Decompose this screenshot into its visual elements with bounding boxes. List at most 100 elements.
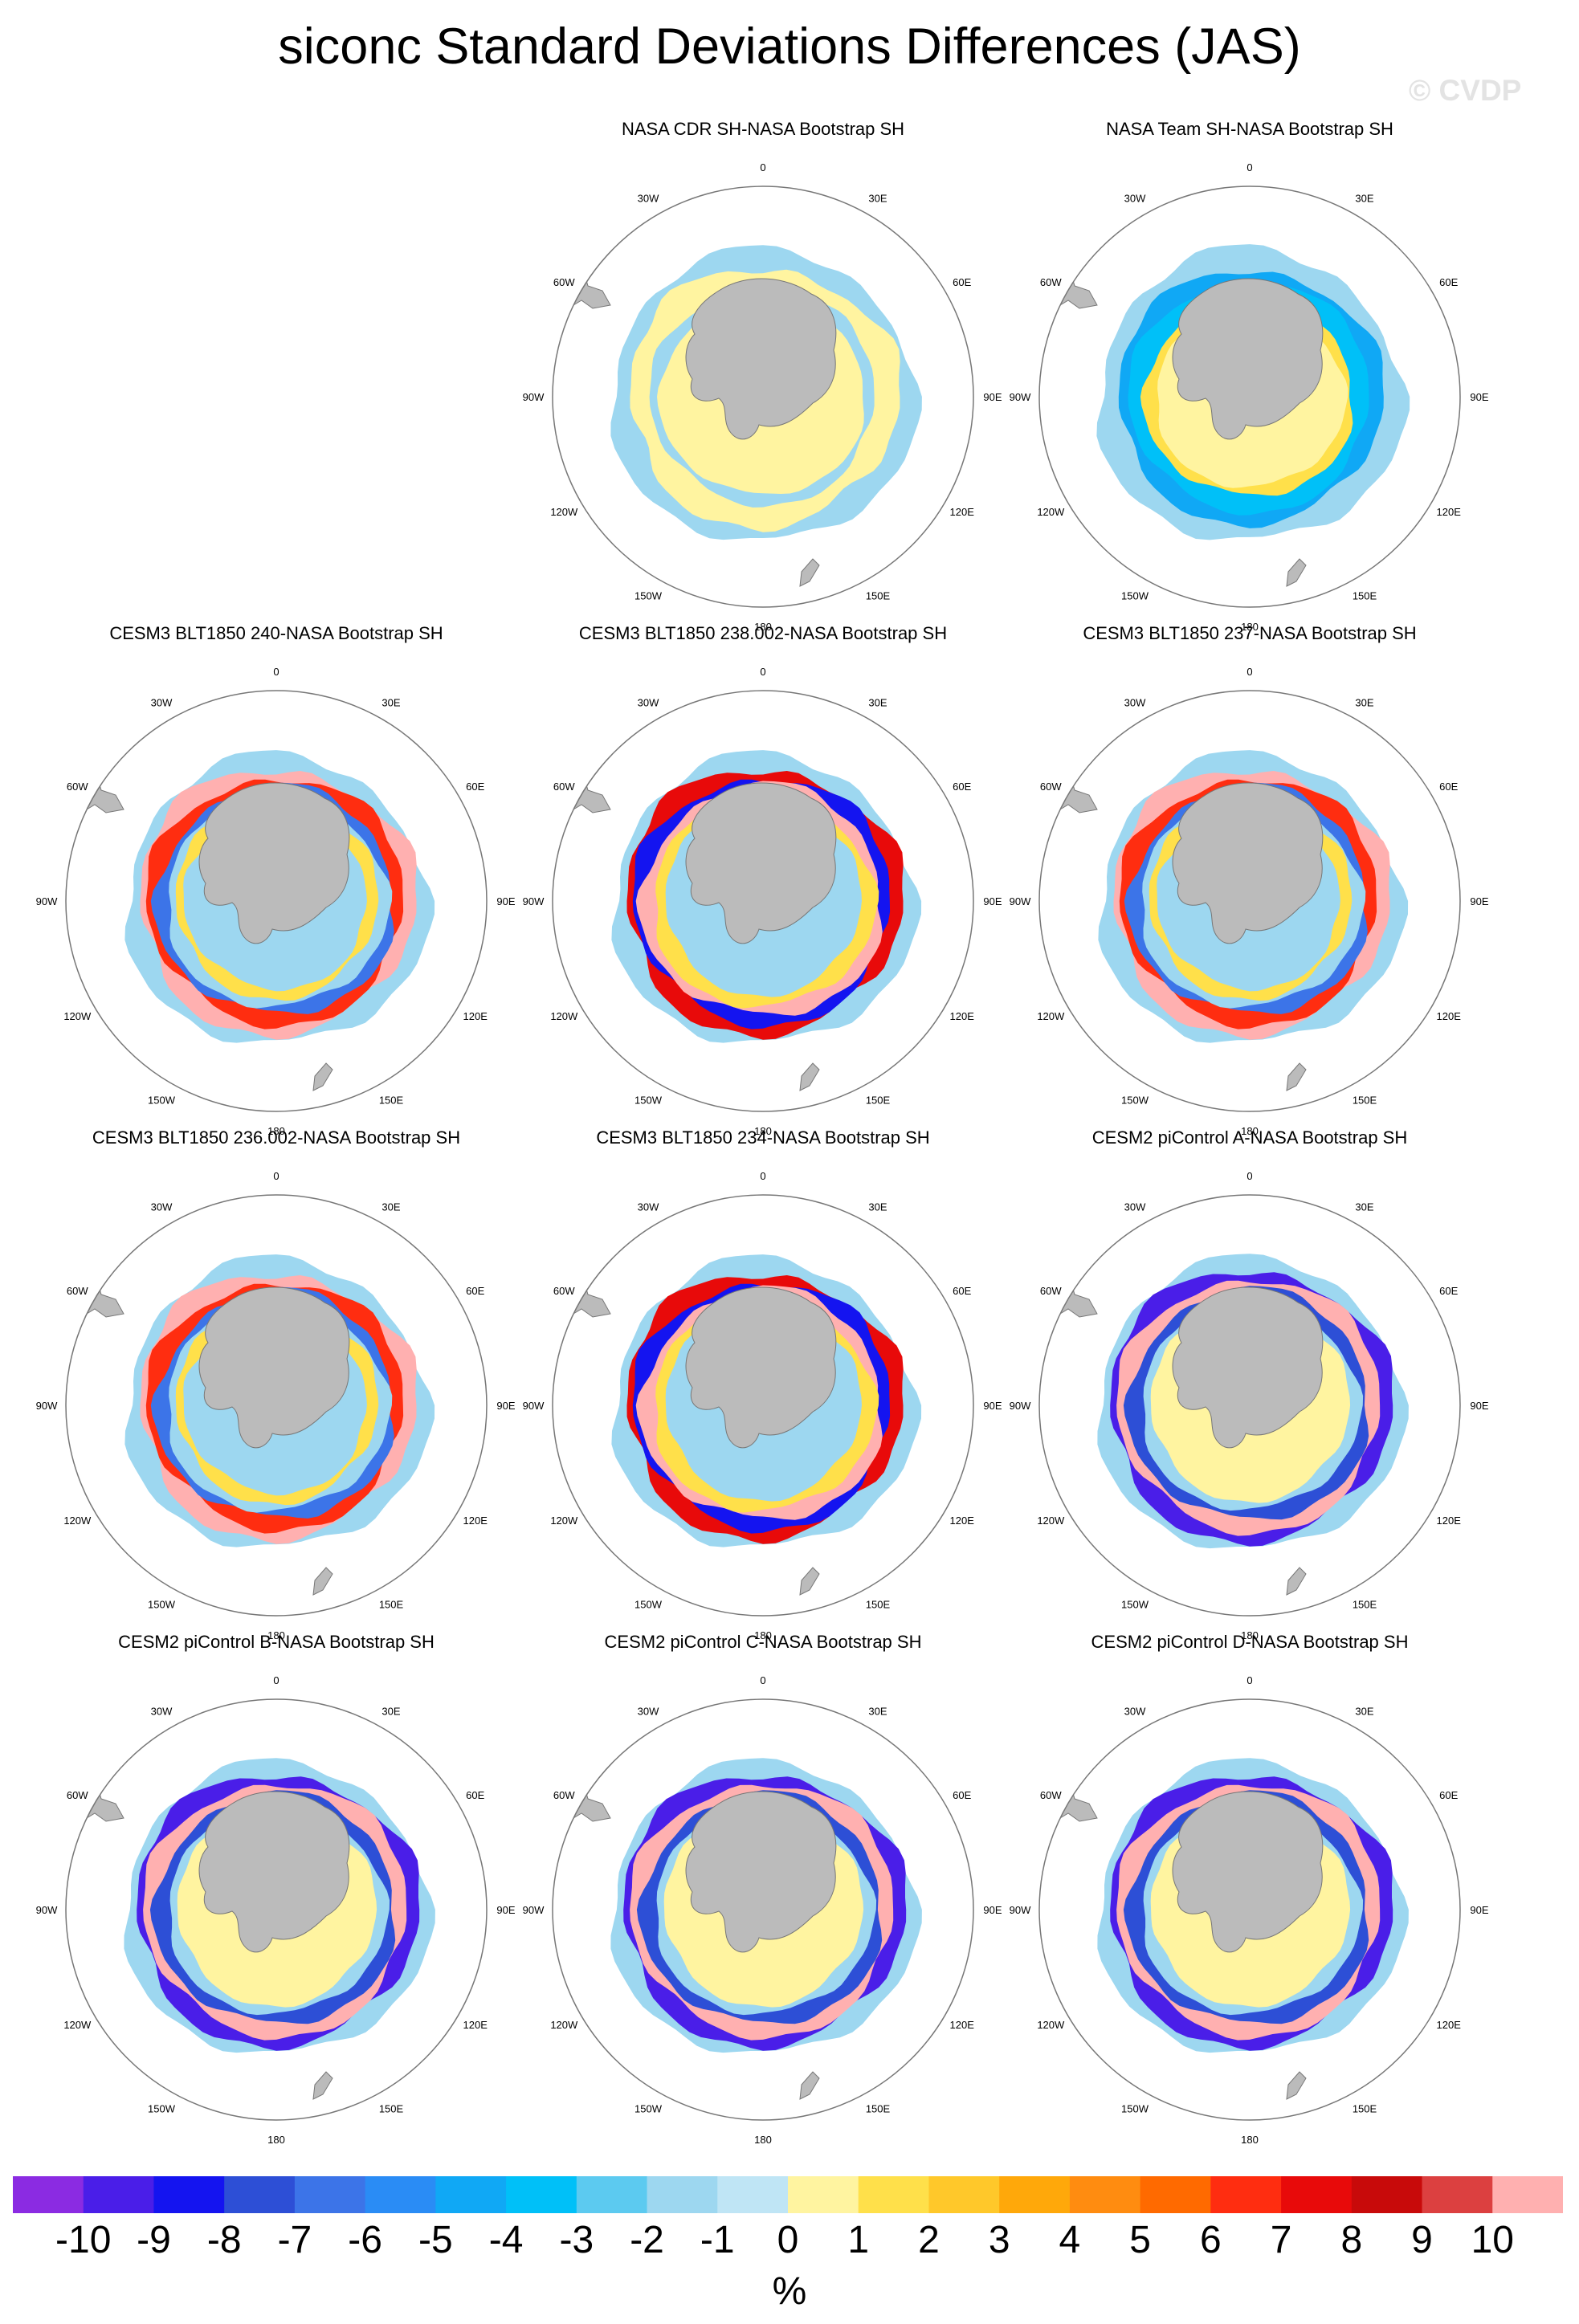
polar-map: 0 30E 60E 90E 120E 150E 180 150W 120W 90W 60W 30W [523,1674,1002,2146]
colorbar-swatch [435,2176,507,2213]
colorbar-swatch [365,2176,436,2213]
south-america-land [569,1787,611,1822]
longitude-label: 120W [63,1515,92,1527]
colorbar-labels: -10 -9 -8 -7 -6 -5 -4 -3 -2 -1 0 1 2 3 4 5 6 7 8 9 10 [0,2218,1579,2266]
colorbar-tick-label: 10 [1471,2219,1514,2261]
map-panel [27,119,525,633]
longitude-label: 180 [754,1125,772,1137]
polar-map: 0 30E 60E 90E 120E 150E 180 150W 120W 90W 60W 30W [523,161,1002,633]
longitude-label: 120W [1037,506,1065,518]
longitude-label: 150W [634,1095,663,1107]
longitude-label: 90E [983,391,1002,403]
longitude-label: 0 [760,1674,765,1686]
antarctica-land [198,1286,350,1449]
map-boundary [1038,1698,1461,2121]
south-america-land [569,274,611,309]
colorbar-swatch [647,2176,718,2213]
longitude-label: 150W [148,2103,176,2115]
colorbar-tick-label: -5 [418,2219,453,2261]
south-america-land [83,1282,124,1318]
south-america-land [1056,778,1098,813]
longitude-label: 150E [1353,2103,1377,2115]
map-boundary [65,1698,488,2121]
longitude-label: 60E [1439,781,1458,793]
south-america-land [1056,274,1098,309]
longitude-label: 30W [638,1705,659,1717]
polar-map: 0 30E 60E 90E 120E 150E 180 150W 120W 90W 60W 30W [523,1170,1002,1641]
longitude-label: 30E [868,1201,887,1213]
south-america-land [569,1282,611,1318]
antarctica-land [1172,278,1324,440]
colorbar-swatch [1351,2176,1423,2213]
new-zealand-land [799,1567,820,1596]
longitude-label: 120W [550,1515,578,1527]
longitude-label: 60W [1040,276,1062,288]
longitude-label: 30W [1124,192,1146,204]
colorbar-tick-label: -7 [277,2219,312,2261]
longitude-label: 150E [1353,1599,1377,1611]
longitude-label: 60E [953,276,971,288]
colorbar-swatch [1281,2176,1353,2213]
map-panel: CESM2 piControl C-NASA Bootstrap SH 0 30E 6… [514,1632,1012,2146]
tasmania-land [931,1539,942,1557]
longitude-label: 90W [1010,1904,1031,1916]
longitude-label: 90E [1470,1904,1488,1916]
colorbar-swatch [1210,2176,1282,2213]
watermark: © CVDP [1409,74,1522,107]
antarctica-land [685,278,837,440]
map-boundary [1038,690,1461,1112]
polar-map: 0 30E 60E 90E 120E 150E 180 150W 120W 90W 60W 30W [1010,666,1489,1137]
map-boundary [552,690,974,1112]
new-zealand-land [1286,1567,1307,1596]
longitude-label: 90W [36,1400,58,1412]
panel-title: CESM2 piControl D-NASA Bootstrap SH [1091,1632,1409,1652]
longitude-label: 120E [1437,1515,1462,1527]
colorbar-swatch [224,2176,296,2213]
tasmania-land [931,1035,942,1053]
antarctica-land [198,782,350,944]
longitude-label: 90E [496,895,515,907]
colorbar-tick-label: -4 [488,2219,524,2261]
longitude-label: 60E [466,781,484,793]
map-boundary [552,186,974,608]
longitude-label: 30E [868,696,887,708]
map-panel: CESM3 BLT1850 237-NASA Bootstrap SH 0 30E 6… [1001,623,1499,1137]
map-boundary [65,1194,488,1617]
longitude-label: 120W [550,2019,578,2031]
longitude-label: 30E [1355,192,1373,204]
longitude-label: 120W [1037,1010,1065,1022]
panel-title: CESM3 BLT1850 237-NASA Bootstrap SH [1083,623,1417,643]
longitude-label: 120E [463,2019,488,2031]
longitude-label: 30W [638,192,659,204]
longitude-label: 90E [496,1904,515,1916]
longitude-label: 60E [466,1789,484,1801]
colorbar-tick-label: -6 [348,2219,382,2261]
colorbar-swatch [1069,2176,1141,2213]
antarctica-land [1172,1791,1324,1953]
tasmania-land [444,1539,455,1557]
south-america-land [569,778,611,813]
longitude-label: 150W [634,2103,663,2115]
colorbar-tick-label: 3 [988,2219,1010,2261]
longitude-label: 150W [148,1095,176,1107]
longitude-label: 90W [523,1400,545,1412]
colorbar-swatch [858,2176,929,2213]
colorbar-swatch [999,2176,1071,2213]
longitude-label: 120E [1437,1010,1462,1022]
polar-map: 0 30E 60E 90E 120E 150E 180 150W 120W 90W 60W 30W [1010,1674,1489,2146]
longitude-label: 90W [1010,391,1031,403]
longitude-label: 180 [754,1629,772,1641]
longitude-label: 120E [950,506,975,518]
polar-map: 0 30E 60E 90E 120E 150E 180 150W 120W 90W 60W 30W [1010,1170,1489,1641]
longitude-label: 150W [1121,2103,1149,2115]
colorbar-tick-label: 1 [847,2219,870,2261]
longitude-label: 60E [466,1285,484,1297]
colorbar-swatch [13,2176,84,2213]
tasmania-land [1418,531,1429,548]
map-panel: CESM3 BLT1850 234-NASA Bootstrap SH 0 30E 6… [514,1127,1012,1641]
tasmania-land [931,531,942,548]
longitude-label: 120E [1437,2019,1462,2031]
map-boundary [552,1698,974,2121]
longitude-label: 150E [866,1599,891,1611]
longitude-label: 60W [553,1789,575,1801]
